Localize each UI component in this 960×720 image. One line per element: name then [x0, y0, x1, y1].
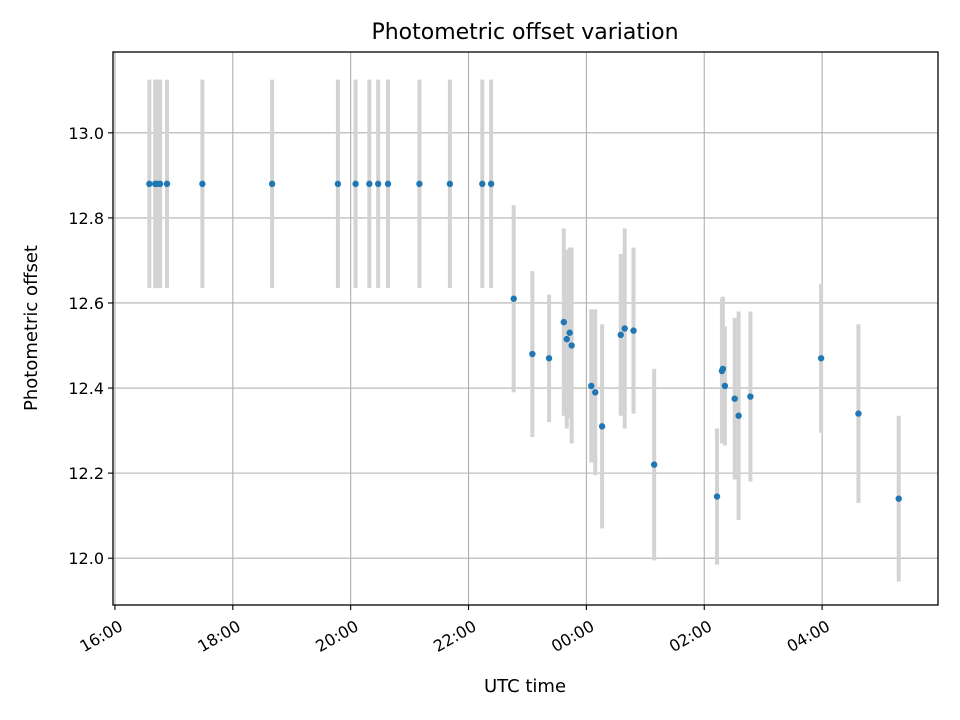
data-point	[334, 180, 342, 188]
grid	[113, 52, 938, 605]
y-tick-label: 12.8	[68, 209, 104, 228]
data-point	[352, 180, 359, 188]
data-point	[566, 329, 573, 336]
data-point	[731, 395, 738, 402]
y-tick-label: 12.2	[68, 464, 104, 483]
data-point	[560, 318, 568, 326]
data-point	[855, 410, 862, 417]
data-point	[588, 382, 595, 390]
x-axis-label: UTC time	[484, 676, 566, 697]
data-point	[713, 493, 721, 500]
data-point	[446, 180, 454, 188]
data-point	[416, 180, 423, 188]
data-point	[199, 180, 206, 188]
data-point	[479, 180, 486, 188]
y-tick-label: 12.4	[68, 379, 104, 398]
y-tick-label: 12.6	[68, 294, 104, 313]
data-point	[747, 393, 754, 400]
y-tick-label: 12.0	[68, 549, 104, 568]
data-point	[163, 180, 171, 188]
data-point	[630, 327, 637, 334]
data-point	[146, 180, 153, 188]
data-point	[650, 461, 658, 468]
chart-title: Photometric offset variation	[371, 20, 678, 45]
data-point	[817, 355, 825, 362]
data-point	[510, 295, 517, 302]
data-point	[721, 382, 729, 390]
data-point	[384, 180, 392, 188]
data-point	[719, 365, 727, 373]
data-point	[529, 350, 536, 358]
data-points	[146, 180, 902, 502]
data-point	[598, 423, 606, 430]
data-point	[268, 180, 276, 188]
data-point	[156, 180, 164, 188]
y-axis-label: Photometric offset	[21, 245, 42, 411]
plot-frame	[112, 51, 939, 606]
data-point	[592, 389, 599, 396]
data-point	[621, 325, 628, 332]
data-point	[487, 180, 495, 188]
data-point	[617, 331, 624, 339]
data-point	[563, 335, 570, 343]
data-point	[545, 355, 553, 362]
data-point	[735, 412, 742, 419]
data-point	[366, 180, 373, 188]
data-point	[895, 495, 902, 502]
y-tick-label: 13.0	[68, 124, 104, 143]
data-point	[568, 342, 575, 349]
data-point	[374, 180, 382, 188]
